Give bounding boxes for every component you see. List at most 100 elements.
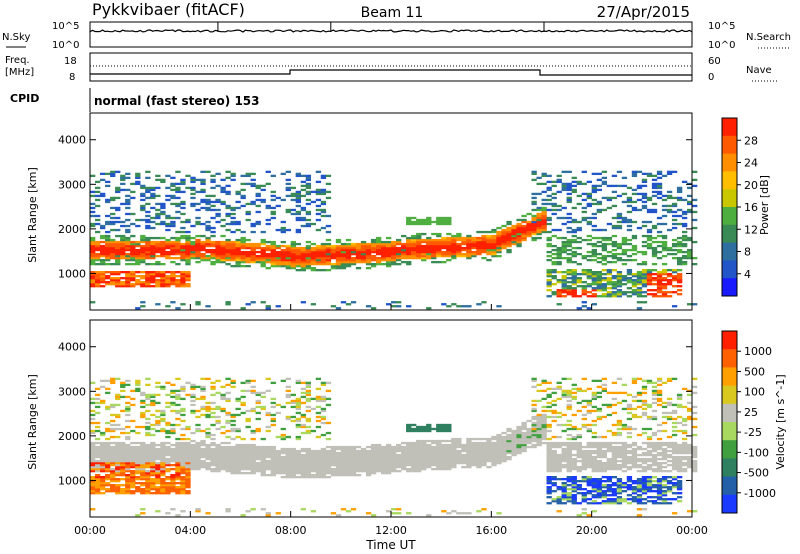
power-cell <box>661 242 668 246</box>
power-cell <box>456 234 462 238</box>
velocity-cell <box>150 447 156 451</box>
velocity-cell <box>125 478 131 481</box>
velocity-cell <box>110 381 116 385</box>
velocity-cell <box>471 461 477 465</box>
velocity-cell <box>616 496 623 499</box>
velocity-cell <box>175 490 181 493</box>
velocity-cell <box>95 475 101 479</box>
velocity-cell <box>90 455 96 459</box>
power-cell <box>441 240 447 244</box>
velocity-cell <box>606 478 613 481</box>
power-cell <box>466 246 472 250</box>
power-cell <box>195 303 201 306</box>
velocity-cell <box>416 453 422 457</box>
velocity-cell <box>521 427 527 431</box>
velocity-cell <box>576 443 582 447</box>
power-cell <box>561 250 567 254</box>
power-cell <box>536 228 542 232</box>
power-cell <box>115 244 121 248</box>
velocity-cell <box>335 514 342 517</box>
velocity-cell <box>441 445 447 449</box>
velocity-cell <box>491 445 497 449</box>
power-cell <box>646 279 653 282</box>
power-cell <box>155 194 161 198</box>
velocity-cell <box>95 465 101 469</box>
power-cell <box>190 242 196 246</box>
velocity-cell <box>601 496 608 499</box>
velocity-cell <box>411 449 417 453</box>
power-cell <box>165 252 171 256</box>
velocity-cell <box>616 401 623 405</box>
power-cell <box>90 277 96 280</box>
power-cell <box>165 214 171 218</box>
velocity-cell <box>230 457 236 461</box>
power-cell <box>165 194 171 198</box>
velocity-cell <box>536 423 542 427</box>
power-cell <box>255 260 261 264</box>
power-cell <box>571 238 577 242</box>
velocity-cell <box>280 461 286 465</box>
power-cell <box>441 246 447 250</box>
velocity-cell <box>586 445 592 449</box>
power-cell <box>681 256 688 260</box>
velocity-cell <box>471 449 477 453</box>
velocity-cell <box>446 429 452 433</box>
velocity-cell <box>275 512 281 515</box>
velocity-cell <box>255 417 261 421</box>
power-cell <box>200 188 206 192</box>
velocity-cell <box>355 467 362 471</box>
velocity-cell <box>275 403 281 407</box>
velocity-cell <box>235 459 241 463</box>
velocity-cell <box>340 467 347 471</box>
velocity-cell <box>551 459 557 463</box>
power-cell <box>531 232 537 236</box>
velocity-cell <box>350 457 357 461</box>
power-cell <box>692 170 698 174</box>
velocity-cell <box>431 453 437 457</box>
velocity-cell <box>155 478 161 481</box>
velocity-cell <box>255 405 261 409</box>
power-cell <box>491 242 497 246</box>
power-cell <box>290 260 296 264</box>
power-cell <box>385 303 392 306</box>
velocity-cell <box>606 467 613 471</box>
power-cell <box>656 186 663 190</box>
power-cell <box>305 174 312 178</box>
power-cell <box>190 250 196 254</box>
power-cell <box>250 222 256 226</box>
power-cell <box>546 188 552 192</box>
power-cell <box>95 186 101 190</box>
velocity-cell <box>355 473 362 477</box>
velocity-cell <box>100 465 106 469</box>
power-cell <box>556 303 562 306</box>
velocity-cell <box>270 451 276 455</box>
power-cell <box>601 287 608 290</box>
power-cell <box>641 234 648 238</box>
power-cell <box>676 250 683 254</box>
power-cell <box>385 240 392 244</box>
velocity-cell <box>175 465 181 469</box>
velocity-cell <box>616 427 623 431</box>
velocity-cell <box>150 467 156 471</box>
date-title: 27/Apr/2015 <box>597 3 690 21</box>
velocity-cell <box>245 465 251 469</box>
velocity-cell <box>451 439 457 443</box>
velocity-cell <box>285 469 291 473</box>
power-cell <box>220 200 226 204</box>
velocity-cell <box>596 409 602 413</box>
velocity-cell <box>431 463 437 467</box>
power-cell <box>441 218 447 222</box>
velocity-cell <box>120 451 126 455</box>
velocity-cell <box>305 459 312 463</box>
velocity-cell <box>571 496 577 499</box>
power-cell <box>195 240 201 244</box>
velocity-cell <box>531 435 537 439</box>
power-cell <box>375 246 382 250</box>
velocity-cell <box>511 435 517 439</box>
velocity-cell <box>586 427 592 431</box>
velocity-cell <box>220 447 226 451</box>
power-cell <box>546 285 552 288</box>
power-cell <box>621 192 628 196</box>
velocity-cell <box>105 407 111 411</box>
velocity-cell <box>461 443 467 447</box>
